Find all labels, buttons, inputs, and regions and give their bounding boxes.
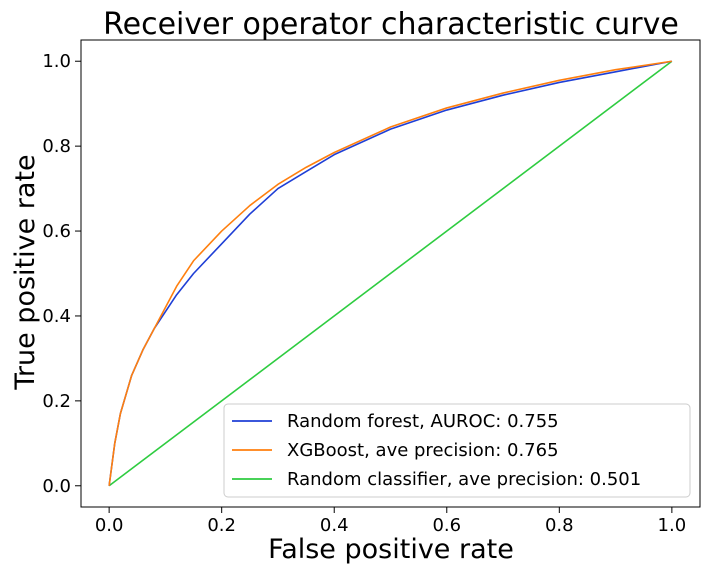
x-tick-label: 0.0	[95, 515, 124, 536]
chart-title: Receiver operator characteristic curve	[103, 7, 679, 42]
plot-area: 0.0 0.2 0.4 0.6 0.8 1.0 0.0 0.2 0.4 0.6 0.8 1.0	[42, 39, 701, 536]
x-tick-label: 0.6	[432, 515, 461, 536]
y-axis-label: True positive rate	[10, 154, 41, 390]
legend-box	[223, 403, 691, 498]
x-tick-label: 0.4	[320, 515, 349, 536]
y-tick-label: 0.6	[42, 221, 71, 242]
x-axis-label: False positive rate	[268, 534, 514, 565]
legend-entry: Random classifier, ave precision: 0.501	[287, 469, 641, 490]
series-line-random-classifier	[108, 60, 673, 487]
y-tick-label: 0.4	[42, 306, 71, 327]
plot-frame	[80, 39, 701, 508]
x-tick-label: 0.2	[207, 515, 236, 536]
legend-entry: Random forest, AUROC: 0.755	[287, 411, 559, 432]
y-tick-label: 0.0	[42, 476, 71, 497]
x-tick-label: 0.8	[545, 515, 574, 536]
legend: Random forest, AUROC: 0.755 XGBoost, ave …	[223, 403, 691, 498]
x-tick-label: 1.0	[658, 515, 687, 536]
y-tick-label: 0.2	[42, 391, 71, 412]
y-tick-label: 1.0	[42, 51, 71, 72]
legend-entry: XGBoost, ave precision: 0.765	[287, 440, 559, 461]
series-line-xgboost	[108, 60, 672, 486]
y-tick-label: 0.8	[42, 136, 71, 157]
